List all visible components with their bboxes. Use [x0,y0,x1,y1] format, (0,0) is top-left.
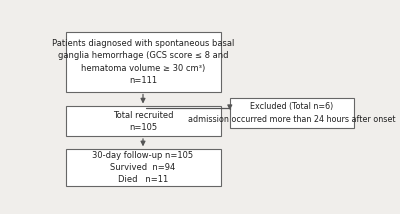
Text: Excluded (Total n=6)
admission occurred more than 24 hours after onset: Excluded (Total n=6) admission occurred … [188,103,396,124]
FancyBboxPatch shape [66,106,220,136]
Text: Total recruited
n=105: Total recruited n=105 [113,111,173,132]
Text: 30-day follow-up n=105
Survived  n=94
Died   n=11: 30-day follow-up n=105 Survived n=94 Die… [92,151,194,184]
FancyBboxPatch shape [66,32,220,92]
FancyBboxPatch shape [66,149,220,186]
FancyBboxPatch shape [230,98,354,128]
Text: Patients diagnosed with spontaneous basal
ganglia hemorrhage (GCS score ≤ 8 and
: Patients diagnosed with spontaneous basa… [52,39,234,85]
